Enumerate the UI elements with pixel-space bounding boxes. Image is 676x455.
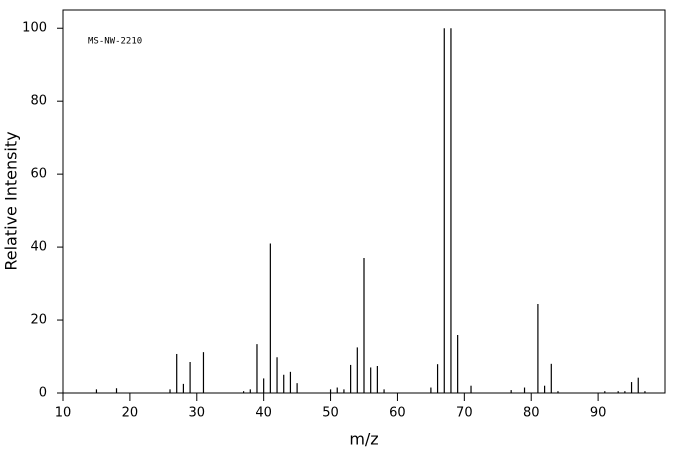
y-tick-label: 100: [22, 21, 47, 36]
x-tick-label: 20: [122, 406, 139, 421]
y-tick-label: 40: [30, 240, 47, 255]
x-tick-label: 90: [590, 406, 607, 421]
y-tick-label: 0: [39, 386, 47, 401]
x-tick-label: 30: [189, 406, 206, 421]
x-tick-label: 40: [255, 406, 272, 421]
x-tick-label: 60: [389, 406, 406, 421]
y-tick-label: 60: [30, 167, 47, 182]
y-tick-label: 20: [30, 313, 47, 328]
x-tick-label: 50: [322, 406, 339, 421]
annotation: MS-NW-2210: [88, 37, 142, 47]
x-axis-title: m/z: [349, 430, 378, 449]
y-axis-title: Relative Intensity: [2, 131, 21, 270]
y-tick-label: 80: [30, 94, 47, 109]
x-tick-label: 80: [523, 406, 540, 421]
x-tick-label: 10: [55, 406, 72, 421]
x-tick-label: 70: [456, 406, 473, 421]
